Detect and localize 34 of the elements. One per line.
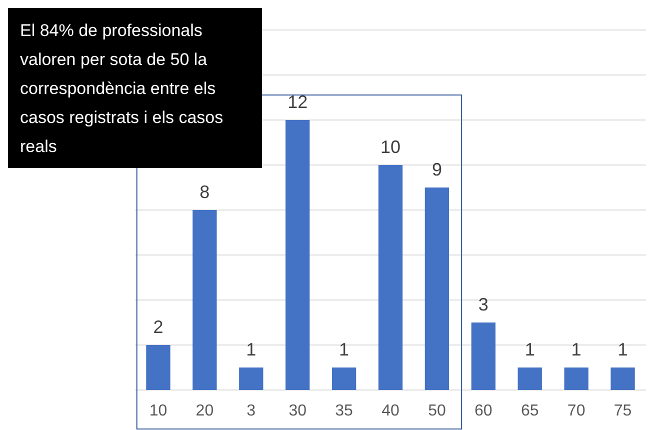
x-tick-label: 35 [335,402,354,420]
x-tick-label: 20 [196,402,214,420]
x-tick-label: 50 [428,402,446,420]
x-tick-label: 60 [474,402,492,420]
bar [424,188,450,390]
bar [518,368,542,390]
bar [610,368,635,390]
bar [239,368,264,390]
bar [192,210,217,390]
data-label: 1 [571,340,582,360]
x-tick-label: 30 [288,402,307,420]
x-tick-label: 75 [614,402,632,420]
x-tick-label: 40 [382,402,400,420]
data-label: 8 [200,182,210,202]
data-label: 12 [288,92,308,112]
x-tick-label: 10 [149,402,168,420]
data-label: 1 [339,340,350,360]
bar [564,368,588,390]
bar [378,165,403,390]
x-tick-label: 65 [520,402,539,420]
data-label: 10 [380,137,401,157]
data-label: 1 [246,340,256,360]
bar [471,322,496,390]
data-label: 3 [478,294,488,314]
data-label: 1 [524,340,535,360]
annotation: El 84% de professionals valoren per sota de 50 la correspondència entre els casos registrats i els casos reals [20,21,224,156]
data-label: 1 [618,340,628,360]
data-label: 2 [153,317,164,337]
bar [286,120,310,390]
data-label: 9 [432,160,442,180]
x-tick-label: 70 [567,402,586,420]
bar [332,368,356,390]
bar [146,345,170,390]
x-tick-label: 3 [246,402,256,420]
